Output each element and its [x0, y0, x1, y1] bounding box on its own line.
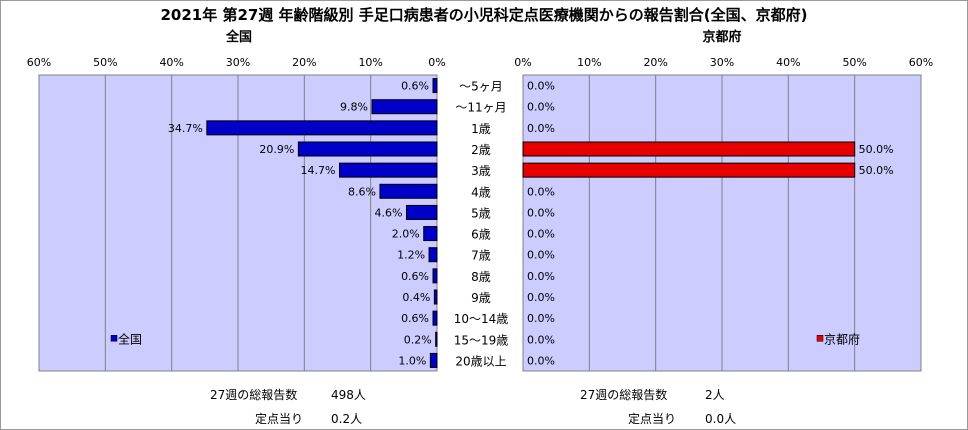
kyoto-data-label: 0.0% [527, 312, 555, 325]
national-tick-label: 60% [27, 56, 51, 69]
national-data-label: 0.4% [402, 291, 430, 304]
kyoto-panel-title: 京都府 [702, 29, 741, 45]
national-bar [432, 310, 438, 326]
category-label: 20歳以上 [455, 354, 506, 368]
kyoto-total-value: 2人 [705, 388, 725, 402]
national-tick-label: 10% [358, 56, 382, 69]
kyoto-data-label: 0.0% [527, 101, 555, 114]
national-data-label: 20.9% [259, 143, 294, 156]
national-data-label: 1.2% [397, 249, 425, 262]
national-total-label: 27週の総報告数 [210, 388, 298, 402]
kyoto-tick-label: 10% [577, 56, 601, 69]
kyoto-tick-label: 20% [643, 56, 667, 69]
national-bar [405, 204, 438, 220]
national-data-label: 1.0% [398, 354, 426, 367]
national-tick-label: 20% [292, 56, 316, 69]
kyoto-data-label: 0.0% [527, 206, 555, 219]
kyoto-per-site-value: 0.0人 [705, 412, 737, 426]
kyoto-data-label: 0.0% [527, 291, 555, 304]
national-panel-title: 全国 [225, 29, 252, 45]
national-data-label: 2.0% [392, 228, 420, 241]
national-legend-swatch [110, 335, 118, 342]
kyoto-data-label: 0.0% [527, 354, 555, 367]
kyoto-data-label: 0.0% [527, 185, 555, 198]
category-label: 7歳 [471, 249, 491, 263]
category-label: ～11ヶ月 [455, 101, 506, 115]
kyoto-data-label: 0.0% [527, 80, 555, 93]
national-bar [371, 99, 438, 115]
category-label: 8歳 [471, 270, 491, 284]
national-bar [428, 247, 438, 263]
kyoto-tick-label: 30% [710, 56, 734, 69]
kyoto-bar [522, 162, 856, 178]
kyoto-legend-label: 京都府 [824, 331, 860, 346]
national-data-label: 14.7% [301, 164, 336, 177]
kyoto-data-label: 50.0% [859, 164, 894, 177]
national-tick-label: 40% [159, 56, 183, 69]
national-tick-label: 30% [226, 56, 250, 69]
national-bar [435, 331, 438, 347]
category-label: 10～14歳 [454, 312, 509, 326]
national-data-label: 9.8% [340, 101, 368, 114]
kyoto-data-label: 0.0% [527, 249, 555, 262]
national-bar [379, 183, 438, 199]
national-tick-label: 50% [93, 56, 117, 69]
category-label: 9歳 [471, 291, 491, 305]
kyoto-tick-label: 0% [514, 56, 531, 69]
category-label: 2歳 [471, 143, 491, 157]
category-label: 6歳 [471, 228, 491, 242]
category-label: ～5ヶ月 [459, 80, 503, 94]
kyoto-tick-label: 60% [909, 56, 933, 69]
national-bar [423, 226, 438, 242]
kyoto-data-label: 0.0% [527, 228, 555, 241]
kyoto-bar [522, 141, 856, 157]
national-bar [433, 289, 438, 305]
kyoto-tick-label: 50% [842, 56, 866, 69]
kyoto-data-label: 50.0% [859, 143, 894, 156]
kyoto-data-label: 0.0% [527, 270, 555, 283]
national-data-label: 8.6% [348, 185, 376, 198]
national-per-site-value: 0.2人 [331, 412, 363, 426]
category-label: 15～19歳 [454, 333, 509, 347]
category-label: 5歳 [471, 206, 491, 220]
kyoto-data-label: 0.0% [527, 333, 555, 346]
national-bar [432, 78, 438, 94]
kyoto-legend-swatch [816, 335, 824, 342]
category-label: 3歳 [471, 164, 491, 178]
national-data-label: 34.7% [168, 122, 203, 135]
national-tick-label: 0% [428, 56, 445, 69]
kyoto-data-label: 0.0% [527, 122, 555, 135]
national-bar [297, 141, 438, 157]
national-bar [206, 120, 438, 136]
category-label: 4歳 [471, 185, 491, 199]
national-total-value: 498人 [331, 388, 366, 402]
national-bar [429, 352, 438, 368]
national-legend-label: 全国 [118, 331, 142, 346]
national-per-site-label: 定点当り [255, 412, 304, 426]
page-title: 2021年 第27週 年齢階級別 手足口病患者の小児科定点医療機関からの報告割合… [160, 6, 808, 24]
kyoto-per-site-label: 定点当り [628, 412, 677, 426]
category-label: 1歳 [471, 122, 491, 136]
national-data-label: 0.6% [401, 80, 429, 93]
national-bar [432, 268, 438, 284]
national-bar [338, 162, 438, 178]
national-data-label: 0.6% [401, 312, 429, 325]
kyoto-tick-label: 40% [776, 56, 800, 69]
national-data-label: 0.2% [404, 333, 432, 346]
national-data-label: 0.6% [401, 270, 429, 283]
kyoto-total-label: 27週の総報告数 [580, 388, 668, 402]
national-data-label: 4.6% [375, 206, 403, 219]
